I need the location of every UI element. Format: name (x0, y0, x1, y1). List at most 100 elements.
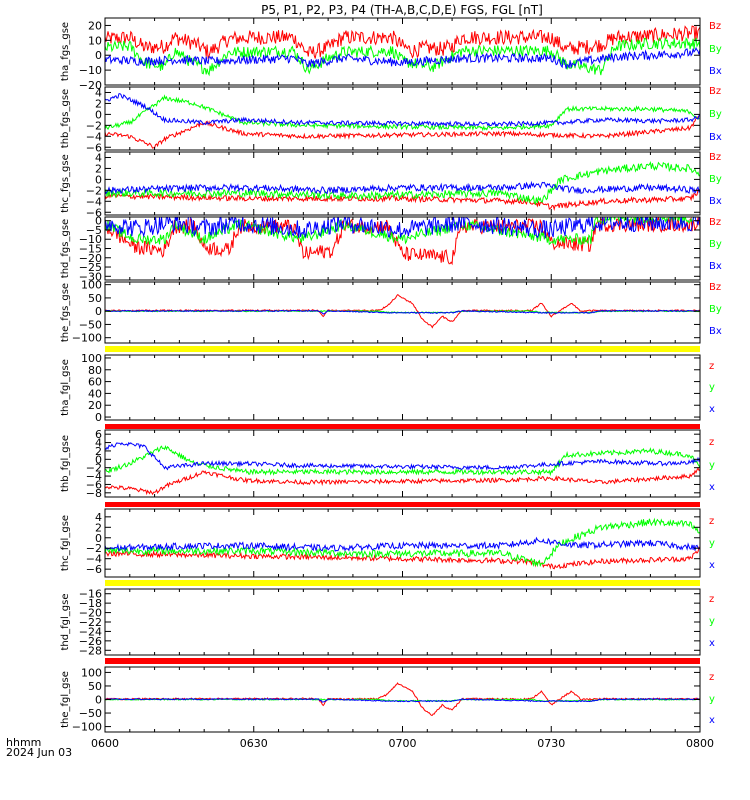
y-tick-label: −6 (86, 206, 102, 219)
series-line-x (105, 536, 700, 552)
y-tick-label: −30 (79, 270, 102, 283)
series-line-z (105, 467, 700, 496)
series-line-By (105, 217, 700, 246)
y-tick-label: −8 (86, 487, 102, 500)
panel-thc_fgs_gse: 420−2−4−6 thc_fgs_gse Bz By Bx (60, 151, 722, 219)
y-tick-label: 2 (95, 521, 102, 534)
y-tick-label: −26 (79, 635, 102, 648)
y-axis-label: thc_fgl_gse (60, 515, 71, 571)
status-bar-red_bar (105, 424, 700, 429)
y-axis-label: the_fgl_gse (60, 671, 71, 728)
legend-entry-By: By (709, 44, 722, 55)
y-tick-label: −4 (86, 553, 102, 566)
y-tick-label: −100 (72, 721, 102, 734)
legend-entry-Bz: Bz (709, 282, 721, 293)
panel-frame (104, 588, 701, 656)
y-axis-label: thb_fgs_gse (60, 89, 71, 148)
y-tick-label: −4 (86, 470, 102, 483)
y-tick-label: 6 (95, 428, 102, 441)
legend-entry-x: x (709, 638, 715, 649)
series-line-By (105, 94, 700, 132)
legend-entry-By: By (709, 174, 722, 185)
y-tick-label: −6 (86, 563, 102, 576)
legend-entry-Bz: Bz (709, 152, 721, 163)
series-line-Bz (105, 115, 700, 149)
panel-thd_fgl_gse: −16−18−20−22−24−26−28 thd_fgl_gse zyx (60, 588, 715, 664)
y-tick-label: 20 (88, 399, 102, 412)
y-tick-label: 20 (88, 19, 102, 32)
y-tick-label: −6 (86, 478, 102, 491)
x-tick-label: 0730 (537, 737, 565, 750)
y-tick-label: 0 (95, 305, 102, 318)
y-axis-label: thc_fgs_gse (60, 154, 71, 213)
y-tick-label: −22 (79, 616, 102, 629)
y-tick-label: 4 (95, 151, 102, 164)
y-tick-label: −2 (86, 462, 102, 475)
y-tick-label: 100 (81, 666, 102, 679)
series-line-Bz (105, 188, 700, 211)
x-axis-date-label: 2024 Jun 03 (6, 746, 72, 759)
x-tick-label: 0630 (240, 737, 268, 750)
y-tick-label: 50 (88, 292, 102, 305)
y-tick-label: −50 (79, 707, 102, 720)
y-tick-label: −2 (86, 184, 102, 197)
y-tick-label: −28 (79, 644, 102, 657)
series-line-Bx (105, 93, 700, 128)
y-axis-label: the_fgs_gse (60, 283, 71, 342)
y-tick-label: 0 (95, 453, 102, 466)
y-tick-label: 0 (95, 49, 102, 62)
y-tick-label: −20 (79, 252, 102, 265)
legend-entry-By: By (709, 239, 722, 250)
y-tick-label: 50 (88, 680, 102, 693)
legend-entry-y: y (709, 382, 715, 393)
y-tick-label: −2 (86, 542, 102, 555)
series-line-y (105, 517, 700, 568)
y-tick-label: 40 (88, 387, 102, 400)
y-tick-label: 0 (95, 532, 102, 545)
y-tick-label: 4 (95, 437, 102, 450)
y-tick-label: −6 (86, 141, 102, 154)
legend-entry-x: x (709, 482, 715, 493)
panel-frame (104, 151, 701, 216)
y-axis-label: thd_fgs_gse (60, 219, 71, 278)
status-bar-red_bar (105, 658, 700, 664)
y-tick-label: 2 (95, 445, 102, 458)
y-tick-label: −18 (79, 597, 102, 610)
series-line-Bx (105, 47, 700, 69)
y-tick-label: 2 (95, 162, 102, 175)
panel-frame (104, 354, 701, 421)
series-line-By (105, 161, 700, 206)
legend-entry-z: z (709, 361, 714, 372)
y-tick-label: −16 (79, 588, 102, 601)
y-tick-label: 4 (95, 511, 102, 524)
legend-entry-Bx: Bx (709, 326, 722, 337)
y-axis-label: thd_fgl_gse (60, 594, 71, 651)
y-tick-label: −15 (79, 243, 102, 256)
y-tick-label: 100 (81, 279, 102, 292)
legend-entry-z: z (709, 672, 714, 683)
series-line-Bx (105, 309, 700, 315)
series-line-By (105, 37, 700, 77)
y-tick-label: −10 (79, 64, 102, 77)
y-tick-label: −20 (79, 79, 102, 92)
legend-entry-z: z (709, 437, 714, 448)
y-tick-label: −20 (79, 607, 102, 620)
series-line-Bx (105, 180, 700, 195)
series-line-Bz (105, 25, 700, 60)
y-tick-label: −4 (86, 130, 102, 143)
legend-entry-y: y (709, 538, 715, 549)
x-tick-label: 0600 (91, 737, 119, 750)
series-line-x (105, 698, 700, 703)
panel-thb_fgs_gse: 420−2−4−6 thb_fgs_gse Bz By Bx (60, 86, 722, 154)
status-bar-red_bar (105, 502, 700, 507)
y-tick-label: 0 (95, 173, 102, 186)
y-axis-label: thb_fgl_gse (60, 435, 71, 492)
y-tick-label: −5 (86, 224, 102, 237)
y-tick-label: 2 (95, 97, 102, 110)
y-axis-label: tha_fgs_gse (60, 22, 71, 81)
y-tick-label: −25 (79, 261, 102, 274)
y-tick-label: 100 (81, 352, 102, 365)
y-tick-label: −50 (79, 318, 102, 331)
